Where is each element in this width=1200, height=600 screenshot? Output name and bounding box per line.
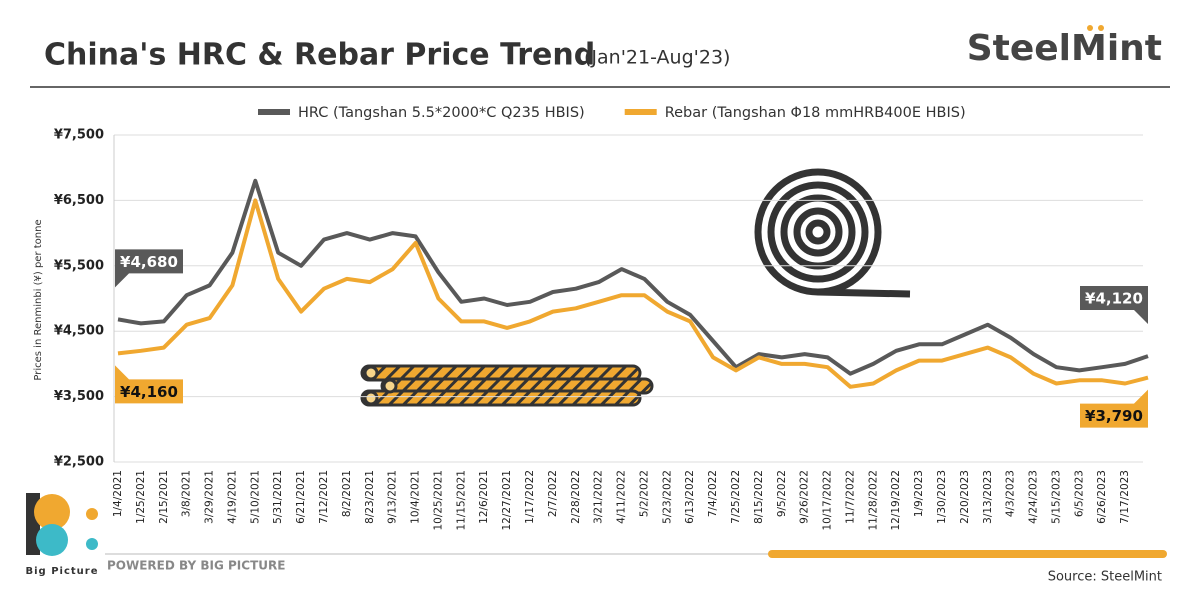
coil-illustration <box>754 168 911 298</box>
y-tick-label: ¥3,500 <box>54 389 104 404</box>
x-tick-label: 12/6/2021 <box>478 470 490 524</box>
x-tick-label: 4/3/2023 <box>1005 470 1017 517</box>
y-tick-label: ¥6,500 <box>54 193 104 208</box>
x-tick-label: 4/11/2022 <box>616 470 628 524</box>
y-tick-label: ¥2,500 <box>54 455 104 470</box>
x-tick-label: 2/15/2021 <box>158 470 170 524</box>
x-tick-label: 3/13/2023 <box>982 470 994 524</box>
x-tick-label: 5/23/2022 <box>661 470 673 524</box>
y-tick-label: ¥4,500 <box>54 324 104 339</box>
x-tick-label: 1/9/2023 <box>913 470 925 517</box>
callout-box <box>1080 286 1148 325</box>
value-callout: ¥4,120 <box>1080 286 1148 325</box>
callout-box <box>115 365 183 404</box>
x-tick-label: 9/5/2022 <box>776 470 788 517</box>
data-label: ¥4,160 <box>120 383 178 401</box>
series-line <box>117 178 1149 376</box>
powered-by: POWERED BY BIG PICTURE <box>107 559 285 573</box>
source-note: Source: SteelMint <box>1048 570 1162 585</box>
x-tick-label: 6/5/2023 <box>1073 470 1085 517</box>
x-tick-label: 9/13/2021 <box>387 470 399 524</box>
footer-logo-text: Big Picture <box>26 566 99 577</box>
x-tick-label: 2/7/2022 <box>547 470 559 517</box>
x-tick-label: 10/25/2021 <box>432 470 444 531</box>
data-label: ¥4,120 <box>1085 290 1143 308</box>
x-tick-label: 5/2/2022 <box>638 470 650 517</box>
x-tick-label: 7/17/2023 <box>1119 470 1131 524</box>
x-tick-label: 1/17/2022 <box>524 470 536 524</box>
x-tick-label: 11/15/2021 <box>455 470 467 531</box>
x-tick-label: 8/15/2022 <box>753 470 765 524</box>
x-tick-label: 5/10/2021 <box>249 470 261 524</box>
chart-subtitle: (Jan'21-Aug'23) <box>584 47 730 69</box>
footer-logo-mark <box>34 494 70 530</box>
x-tick-label: 8/23/2021 <box>364 470 376 524</box>
logo-dot <box>1098 25 1104 31</box>
x-tick-label: 4/24/2023 <box>1028 470 1040 524</box>
x-tick-label: 10/17/2022 <box>822 470 834 531</box>
data-label: ¥3,790 <box>1085 407 1143 425</box>
x-tick-label: 3/8/2021 <box>181 470 193 517</box>
x-tick-label: 8/2/2021 <box>341 470 353 517</box>
y-tick-label: ¥7,500 <box>54 128 104 143</box>
x-tick-label: 7/4/2022 <box>707 470 719 517</box>
x-tick-label: 6/13/2022 <box>684 470 696 524</box>
rebar-illustration <box>360 364 654 407</box>
x-tick-label: 11/28/2022 <box>867 470 879 531</box>
x-tick-label: 2/20/2023 <box>959 470 971 524</box>
value-callout: ¥4,160 <box>115 365 183 404</box>
x-tick-label: 2/28/2022 <box>570 470 582 524</box>
x-tick-label: 3/21/2022 <box>593 470 605 524</box>
legend-label: Rebar (Tangshan Φ18 mmHRB400E HBIS) <box>665 105 966 121</box>
callout-box <box>1080 389 1148 428</box>
x-tick-label: 1/30/2023 <box>936 470 948 524</box>
value-callout: ¥4,680 <box>115 249 183 288</box>
x-tick-label: 11/7/2022 <box>844 470 856 524</box>
y-tick-label: ¥5,500 <box>54 258 104 273</box>
data-label: ¥4,680 <box>120 253 178 271</box>
x-tick-label: 1/25/2021 <box>135 470 147 524</box>
footer-logo-mark <box>86 508 98 520</box>
y-axis-label: Prices in Renminbi (¥) per tonne <box>33 219 44 380</box>
footer-logo-mark <box>36 524 68 556</box>
x-tick-label: 9/26/2022 <box>799 470 811 524</box>
value-callout: ¥3,790 <box>1080 389 1148 428</box>
legend-label: HRC (Tangshan 5.5*2000*C Q235 HBIS) <box>298 105 585 121</box>
x-tick-label: 12/27/2021 <box>501 470 513 531</box>
x-tick-label: 7/12/2021 <box>318 470 330 524</box>
x-tick-label: 10/4/2021 <box>410 470 422 524</box>
chart-title: China's HRC & Rebar Price Trend <box>44 38 595 73</box>
footer-logo-mark <box>86 538 98 550</box>
x-tick-label: 5/31/2021 <box>272 470 284 524</box>
x-tick-label: 3/29/2021 <box>204 470 216 524</box>
x-tick-label: 6/26/2023 <box>1096 470 1108 524</box>
x-tick-label: 12/19/2022 <box>890 470 902 531</box>
logo-dot <box>1087 25 1093 31</box>
brand-logo: SteelMint <box>967 28 1162 69</box>
series-line <box>117 198 1149 389</box>
x-tick-label: 7/25/2022 <box>730 470 742 524</box>
x-tick-label: 1/4/2021 <box>112 470 124 517</box>
x-tick-label: 4/19/2021 <box>226 470 238 524</box>
x-tick-label: 6/21/2021 <box>295 470 307 524</box>
callout-box <box>115 249 183 288</box>
x-tick-label: 5/15/2023 <box>1050 470 1062 524</box>
